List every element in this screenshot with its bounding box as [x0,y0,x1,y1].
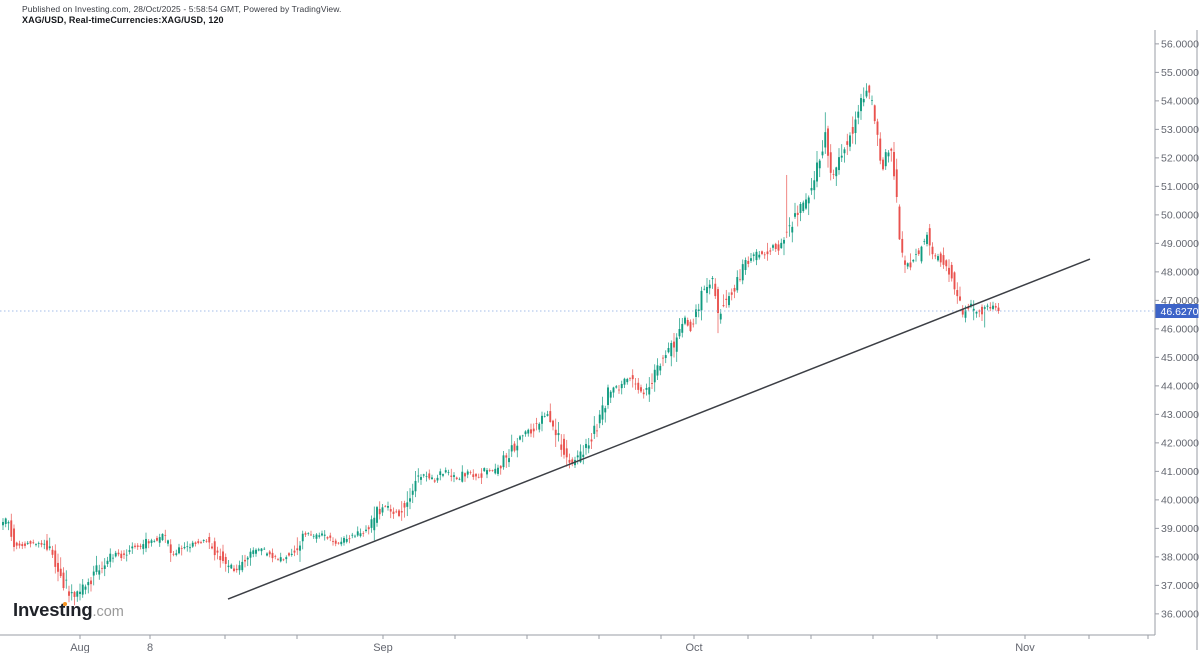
svg-text:48.0000: 48.0000 [1161,266,1199,278]
svg-text:50.0000: 50.0000 [1161,209,1199,221]
svg-text:55.0000: 55.0000 [1161,67,1199,79]
time-axis[interactable]: Aug 8 Sep Oct Nov [70,635,1149,653]
svg-text:41.0000: 41.0000 [1161,466,1199,478]
svg-text:38.0000: 38.0000 [1161,551,1199,563]
investing-logo: Investıng.com [13,599,124,621]
svg-text:53.0000: 53.0000 [1161,124,1199,136]
svg-text:40.0000: 40.0000 [1161,494,1199,506]
logo-text: Investıng [13,599,93,620]
chart-frame [0,30,1198,650]
svg-text:54.0000: 54.0000 [1161,95,1199,107]
svg-text:49.0000: 49.0000 [1161,238,1199,250]
svg-text:43.0000: 43.0000 [1161,409,1199,421]
svg-text:47.0000: 47.0000 [1161,295,1199,307]
svg-text:8: 8 [147,642,153,653]
svg-text:44.0000: 44.0000 [1161,380,1199,392]
svg-text:Oct: Oct [685,642,702,653]
logo-suffix: .com [92,604,124,620]
ascending-trendline[interactable] [227,258,1091,600]
publish-info: Published on Investing.com, 28/Oct/2025 … [22,4,342,14]
logo-orange-dot-icon [63,602,67,606]
svg-text:46.6270: 46.6270 [1161,306,1199,318]
svg-text:52.0000: 52.0000 [1161,152,1199,164]
svg-text:56.0000: 56.0000 [1161,38,1199,50]
svg-text:37.0000: 37.0000 [1161,580,1199,592]
svg-text:39.0000: 39.0000 [1161,523,1199,535]
svg-text:46.0000: 46.0000 [1161,323,1199,335]
current-price-label[interactable]: 46.6270 [1155,304,1199,318]
svg-text:36.0000: 36.0000 [1161,608,1199,620]
symbol-info: XAG/USD, Real-timeCurrencies:XAG/USD, 12… [22,15,224,25]
svg-text:51.0000: 51.0000 [1161,181,1199,193]
svg-text:42.0000: 42.0000 [1161,437,1199,449]
svg-text:Aug: Aug [70,642,90,653]
candlestick-series [2,83,1000,606]
svg-text:Nov: Nov [1015,642,1035,653]
svg-text:45.0000: 45.0000 [1161,352,1199,364]
price-axis[interactable]: 56.0000 55.0000 54.0000 53.0000 52.0000 51.00… [1155,38,1199,620]
svg-text:Sep: Sep [373,642,393,653]
